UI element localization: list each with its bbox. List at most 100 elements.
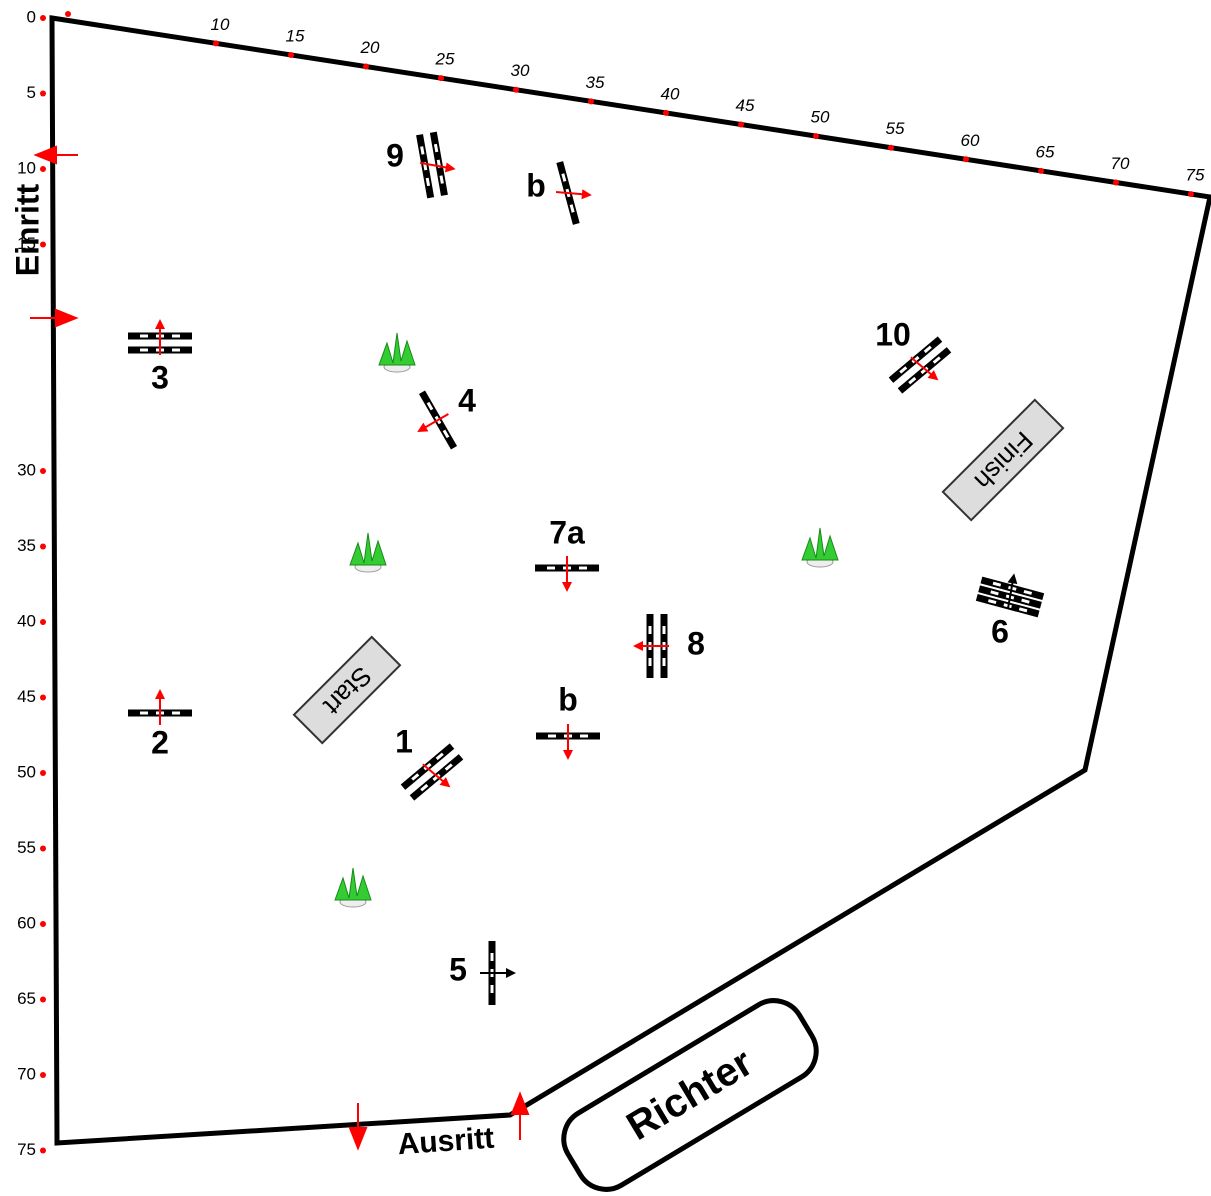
left-ruler-dot [40,15,46,21]
arrow-head [439,777,451,788]
rail-stripe [579,566,587,570]
top-ruler-label: 55 [886,119,905,138]
rail-stripe [569,204,575,213]
left-ruler-label: 10 [17,158,36,177]
obstacle [555,161,592,225]
rail-stripe [911,355,920,364]
direction-arrow [910,356,939,381]
direction-arrow [480,968,516,978]
rail-stripe [426,401,434,411]
arrow-head [417,422,429,432]
grass-decorations [334,332,839,908]
rail-stripe [172,348,180,352]
left-ruler-label: 15 [17,234,36,253]
top-ruler-dot [588,98,594,105]
top-ruler-dot [513,86,519,93]
arrow-head [581,189,592,200]
rail-stripe [1021,598,1030,604]
obstacle [128,319,192,355]
left-ruler-label: 45 [17,687,36,706]
rail-stripe [987,599,997,605]
top-ruler-label: 50 [811,108,830,127]
rail-stripe [580,734,588,738]
obstacle-label: 6 [991,613,1009,649]
left-ruler-label: 0 [27,7,36,26]
rail-stripe [662,626,666,634]
obstacle-label: 7a [549,514,585,550]
left-ruler-label: 50 [17,762,36,781]
direction-arrow [155,689,165,725]
obstacle [888,336,952,394]
top-ruler-dot [213,40,219,47]
left-ruler-dot [40,845,46,852]
obstacle-label: b [526,167,546,203]
top-ruler-label: 45 [736,96,755,115]
rail-stripe [140,348,148,352]
left-ruler-dot [40,166,46,172]
top-ruler-label: 65 [1036,142,1055,161]
rail-stripe [923,345,932,354]
arrow-shaft [910,356,933,377]
rail-stripe [490,953,494,961]
direction-arrow [422,763,451,788]
rail-stripe [433,143,439,153]
left-ruler-dot [40,619,46,625]
rail-stripe [435,752,444,761]
arrow-head [563,750,573,760]
obstacle [400,743,464,801]
top-ruler-label: 35 [586,73,605,92]
left-ruler-dot [40,468,46,474]
rail-stripe [932,356,941,364]
left-ruler-label: 30 [17,460,36,479]
obstacle-label: 5 [449,951,467,987]
direction-arrow [1006,573,1018,609]
top-ruler-label: 75 [1186,166,1205,185]
left-ruler-label: 55 [17,838,36,857]
direction-arrow [633,641,669,651]
rail-stripe [444,763,453,771]
rail-stripe [420,146,425,155]
direction-arrow [563,724,573,760]
rail-stripe [548,734,556,738]
top-ruler-dot [738,121,744,128]
arrow-shaft [422,763,445,784]
top-ruler-dot [813,133,819,140]
top-ruler-label: 60 [961,131,980,150]
top-ruler-dot [1188,191,1194,198]
left-ruler-label: 35 [17,536,36,555]
rail-stripe [920,366,929,375]
obstacle-rails [888,336,952,394]
obstacle [416,131,456,199]
top-ruler-dot [663,109,669,116]
arena-boundary [49,15,1211,1146]
arrow-head [155,319,165,329]
left-ruler-dot [40,921,46,927]
entry-arrows [30,145,530,1151]
rail-stripe [439,175,444,184]
rail-stripe [172,711,180,715]
rail-stripe [899,366,908,374]
rail-stripe [662,658,666,666]
top-ruler-label: 30 [511,61,530,80]
direction-arrow [155,319,165,355]
arrow-head [155,689,165,699]
obstacle-label: 4 [458,382,476,418]
rail-stripe [411,773,420,781]
rail-stripe [140,334,148,338]
left-ruler-label: 5 [27,83,36,102]
obstacle-label: 3 [151,359,169,395]
obstacle [128,689,192,725]
top-ruler-label: 10 [211,15,230,34]
top-ruler-dot [1113,179,1119,186]
obstacle [633,614,669,678]
arrow-head [1007,573,1018,585]
rail-stripe [432,773,441,782]
arrow-shaft [423,413,449,429]
top-ruler-label: 70 [1111,154,1130,173]
top-ruler-label: 25 [435,50,455,69]
left-ruler-dot [40,543,46,550]
top-ruler-label: 15 [286,26,305,45]
obstacle [536,724,600,760]
obstacle [417,390,458,450]
